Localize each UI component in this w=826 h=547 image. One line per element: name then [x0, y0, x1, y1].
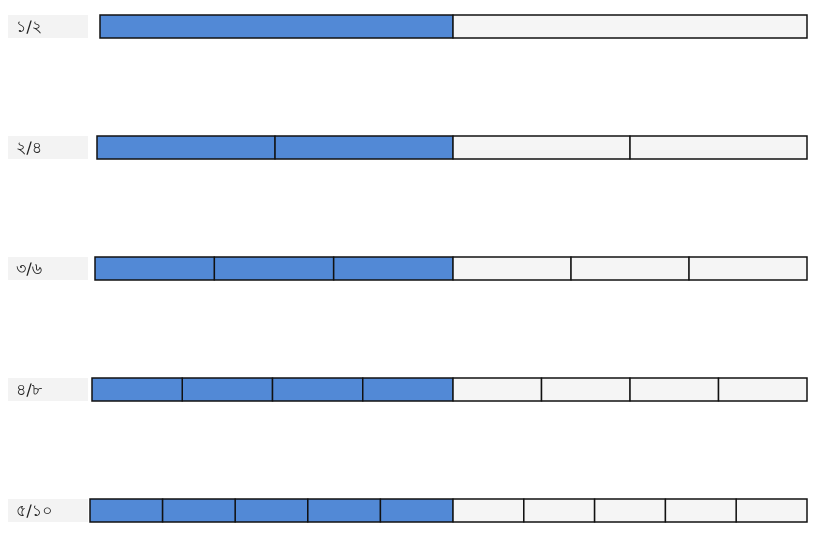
- label-background: [8, 499, 88, 522]
- label-background: [8, 257, 88, 280]
- empty-segment: [717, 377, 808, 402]
- filled-segment: [234, 498, 309, 523]
- empty-segment: [629, 377, 720, 402]
- empty-segment: [735, 498, 808, 523]
- empty-segment: [664, 498, 737, 523]
- fraction-label: ২/৪: [16, 138, 42, 157]
- empty-segment: [593, 498, 667, 523]
- filled-segment: [274, 135, 454, 160]
- filled-segment: [332, 256, 454, 281]
- filled-segment: [181, 377, 274, 402]
- empty-segment: [452, 135, 631, 160]
- fraction-label: ৫/১০: [16, 501, 53, 520]
- filled-segment: [271, 377, 364, 402]
- filled-segment: [379, 498, 454, 523]
- empty-segment: [629, 135, 808, 160]
- filled-segment: [307, 498, 382, 523]
- empty-segment: [452, 256, 572, 281]
- filled-segment: [213, 256, 335, 281]
- label-background: [8, 15, 88, 38]
- filled-segment: [362, 377, 454, 402]
- filled-segment: [94, 256, 216, 281]
- empty-segment: [523, 498, 596, 523]
- empty-segment: [570, 256, 690, 281]
- filled-segment: [91, 377, 183, 402]
- filled-segment: [161, 498, 236, 523]
- fraction-label: ৪/৮: [16, 380, 43, 399]
- empty-segment: [540, 377, 631, 402]
- empty-segment: [688, 256, 808, 281]
- empty-segment: [452, 498, 525, 523]
- filled-segment: [96, 135, 276, 160]
- label-background: [8, 136, 88, 159]
- filled-segment: [89, 498, 164, 523]
- empty-segment: [452, 377, 543, 402]
- label-background: [8, 378, 88, 401]
- fraction-label: ৩/৬: [16, 259, 42, 278]
- filled-segment: [99, 14, 454, 39]
- empty-segment: [452, 14, 808, 39]
- fraction-label: ১/২: [16, 17, 42, 36]
